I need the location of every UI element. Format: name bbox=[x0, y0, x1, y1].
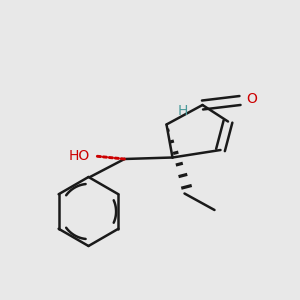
Text: H: H bbox=[178, 104, 188, 118]
Text: HO: HO bbox=[69, 149, 90, 163]
Text: O: O bbox=[247, 92, 257, 106]
